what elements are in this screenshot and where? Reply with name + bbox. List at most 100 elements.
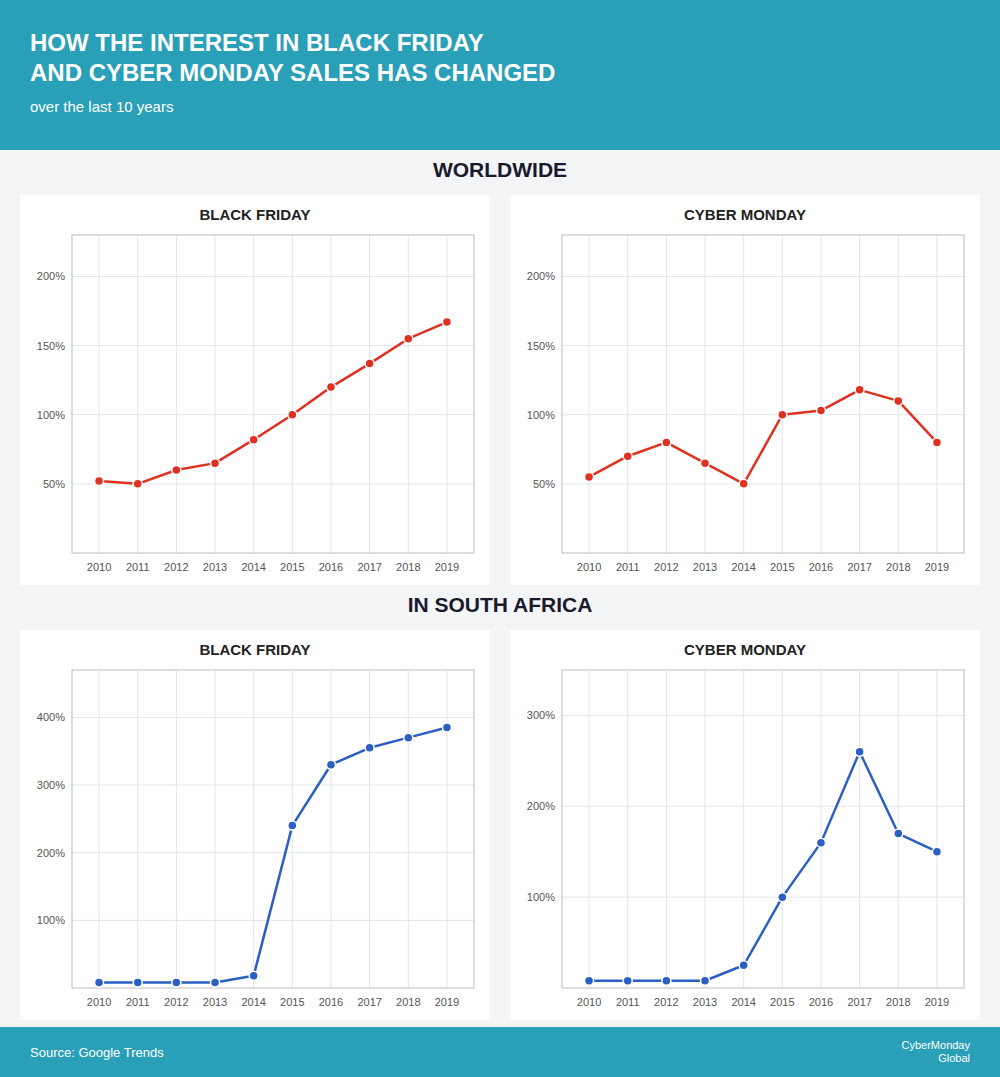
- y-tick-label: 100%: [37, 914, 65, 926]
- point: [404, 733, 413, 742]
- x-grid-line: [898, 235, 899, 553]
- x-tick-label: 2011: [126, 996, 150, 1008]
- x-tick-label: 2019: [435, 996, 459, 1008]
- page-title: HOW THE INTEREST IN BLACK FRIDAY AND CYB…: [30, 28, 970, 88]
- x-grid-line: [743, 235, 744, 553]
- x-grid-line: [859, 670, 860, 988]
- x-tick-label: 2012: [164, 996, 188, 1008]
- line: [99, 322, 447, 484]
- x-grid-line: [215, 235, 216, 553]
- y-grid-line: [72, 920, 474, 921]
- x-tick-label: 2011: [616, 996, 640, 1008]
- x-tick-label: 2018: [396, 996, 420, 1008]
- x-grid-line: [176, 670, 177, 988]
- point: [133, 978, 142, 987]
- point: [623, 976, 632, 985]
- x-grid-line: [666, 235, 667, 553]
- chart-row: BLACK FRIDAY50%100%150%200%2010201120122…: [20, 195, 980, 585]
- chart-title: CYBER MONDAY: [684, 641, 806, 658]
- y-tick-label: 300%: [37, 779, 65, 791]
- page-subtitle: over the last 10 years: [30, 98, 970, 115]
- x-grid-line: [782, 235, 783, 553]
- section-label: WORLDWIDE: [0, 158, 1000, 182]
- x-tick-label: 2019: [925, 561, 949, 573]
- x-tick-label: 2010: [577, 561, 601, 573]
- plot-frame: [72, 670, 474, 988]
- x-tick-label: 2014: [241, 561, 265, 573]
- x-tick-label: 2016: [319, 561, 343, 573]
- x-tick-label: 2013: [203, 996, 227, 1008]
- point: [95, 477, 104, 486]
- x-grid-line: [705, 670, 706, 988]
- x-tick-label: 2015: [280, 996, 304, 1008]
- x-tick-label: 2016: [809, 996, 833, 1008]
- y-grid-line: [72, 414, 474, 415]
- footer-source: Source: Google Trends: [30, 1045, 164, 1060]
- y-grid-line: [562, 483, 964, 484]
- point: [662, 976, 671, 985]
- x-grid-line: [137, 235, 138, 553]
- x-tick-label: 2019: [435, 561, 459, 573]
- x-grid-line: [369, 235, 370, 553]
- point: [288, 410, 297, 419]
- y-tick-label: 200%: [37, 270, 65, 282]
- x-grid-line: [292, 235, 293, 553]
- chart-title: BLACK FRIDAY: [199, 641, 310, 658]
- point: [932, 438, 941, 447]
- footer: Source: Google Trends CyberMonday Global: [0, 1027, 1000, 1077]
- y-grid-line: [562, 345, 964, 346]
- x-grid-line: [666, 670, 667, 988]
- y-tick-label: 300%: [527, 709, 555, 721]
- point: [778, 893, 787, 902]
- x-tick-label: 2011: [126, 561, 150, 573]
- chart-title: CYBER MONDAY: [684, 206, 806, 223]
- x-tick-label: 2017: [357, 561, 381, 573]
- x-grid-line: [446, 670, 447, 988]
- x-tick-label: 2016: [319, 996, 343, 1008]
- y-tick-label: 100%: [527, 891, 555, 903]
- plot-frame: [562, 670, 964, 988]
- point: [211, 978, 220, 987]
- point: [894, 396, 903, 405]
- x-tick-label: 2013: [203, 561, 227, 573]
- x-tick-label: 2017: [357, 996, 381, 1008]
- point: [778, 410, 787, 419]
- point: [133, 479, 142, 488]
- x-tick-label: 2018: [396, 561, 420, 573]
- point: [623, 452, 632, 461]
- point: [172, 978, 181, 987]
- line-chart: BLACK FRIDAY50%100%150%200%2010201120122…: [20, 195, 490, 585]
- point: [816, 838, 825, 847]
- series: [95, 723, 452, 987]
- point: [211, 459, 220, 468]
- plot-frame: [72, 235, 474, 553]
- x-grid-line: [137, 670, 138, 988]
- y-grid-line: [562, 276, 964, 277]
- point: [95, 978, 104, 987]
- grid: [72, 670, 474, 988]
- point: [365, 359, 374, 368]
- x-grid-line: [99, 235, 100, 553]
- grid: [72, 235, 474, 553]
- x-grid-line: [743, 670, 744, 988]
- x-tick-label: 2014: [731, 996, 755, 1008]
- x-tick-label: 2014: [731, 561, 755, 573]
- point: [739, 479, 748, 488]
- y-tick-label: 200%: [527, 270, 555, 282]
- grid: [562, 235, 964, 553]
- x-grid-line: [782, 670, 783, 988]
- point: [585, 976, 594, 985]
- y-grid-line: [72, 276, 474, 277]
- point: [932, 847, 941, 856]
- point: [442, 723, 451, 732]
- line: [589, 752, 937, 981]
- footer-brand: CyberMonday Global: [902, 1039, 970, 1065]
- x-grid-line: [820, 235, 821, 553]
- y-grid-line: [72, 852, 474, 853]
- line: [589, 390, 937, 484]
- x-tick-label: 2015: [770, 996, 794, 1008]
- point: [365, 743, 374, 752]
- point: [855, 385, 864, 394]
- y-grid-line: [562, 806, 964, 807]
- y-tick-label: 150%: [37, 340, 65, 352]
